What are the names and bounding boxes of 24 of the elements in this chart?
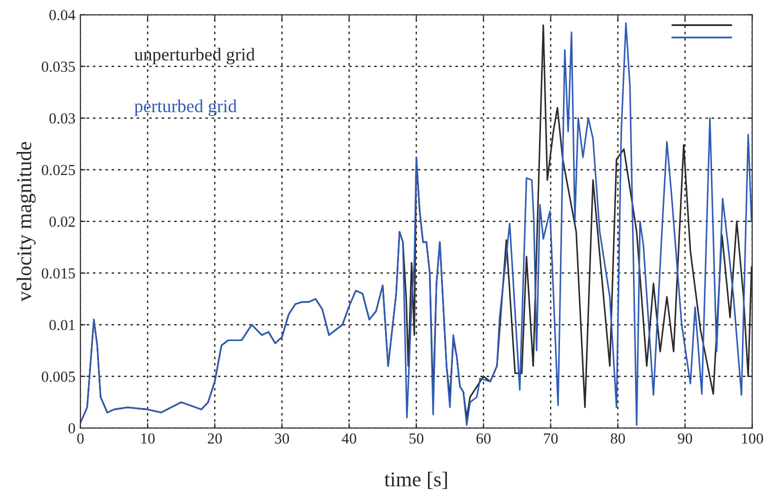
text: unperturbed grid	[134, 48, 255, 64]
y-tick-label: 0.035	[42, 62, 75, 72]
x-axis-title: time [s]	[384, 472, 447, 489]
y-axis-title: velocity magnitude	[16, 142, 36, 302]
y-tick-label: 0.01	[49, 320, 75, 330]
x-tick-label: 0	[77, 433, 84, 444]
x-tick-label: 90	[678, 433, 692, 444]
y-tick-label: 0.005	[42, 372, 75, 382]
x-tick-label: 30	[275, 433, 290, 444]
x-tick-label: 60	[476, 433, 491, 444]
x-tick-label: 80	[610, 433, 625, 444]
x-tick-label: 70	[544, 433, 558, 444]
x-tick-label: 50	[410, 433, 424, 444]
x-tick-label: 100	[742, 433, 764, 444]
y-tick-label: 0	[68, 423, 75, 434]
x-tick-label: 40	[342, 433, 356, 444]
y-tick-label: 0.02	[49, 216, 75, 227]
y-tick-label: 0.015	[42, 268, 75, 279]
x-tick-label: 10	[141, 433, 155, 444]
y-tick-label: 0.03	[49, 113, 75, 124]
text: perturbed grid	[134, 100, 237, 116]
y-tick-label: 0.04	[49, 10, 76, 20]
y-tick-label: 0.025	[42, 164, 75, 176]
x-tick-label: 20	[208, 433, 222, 444]
